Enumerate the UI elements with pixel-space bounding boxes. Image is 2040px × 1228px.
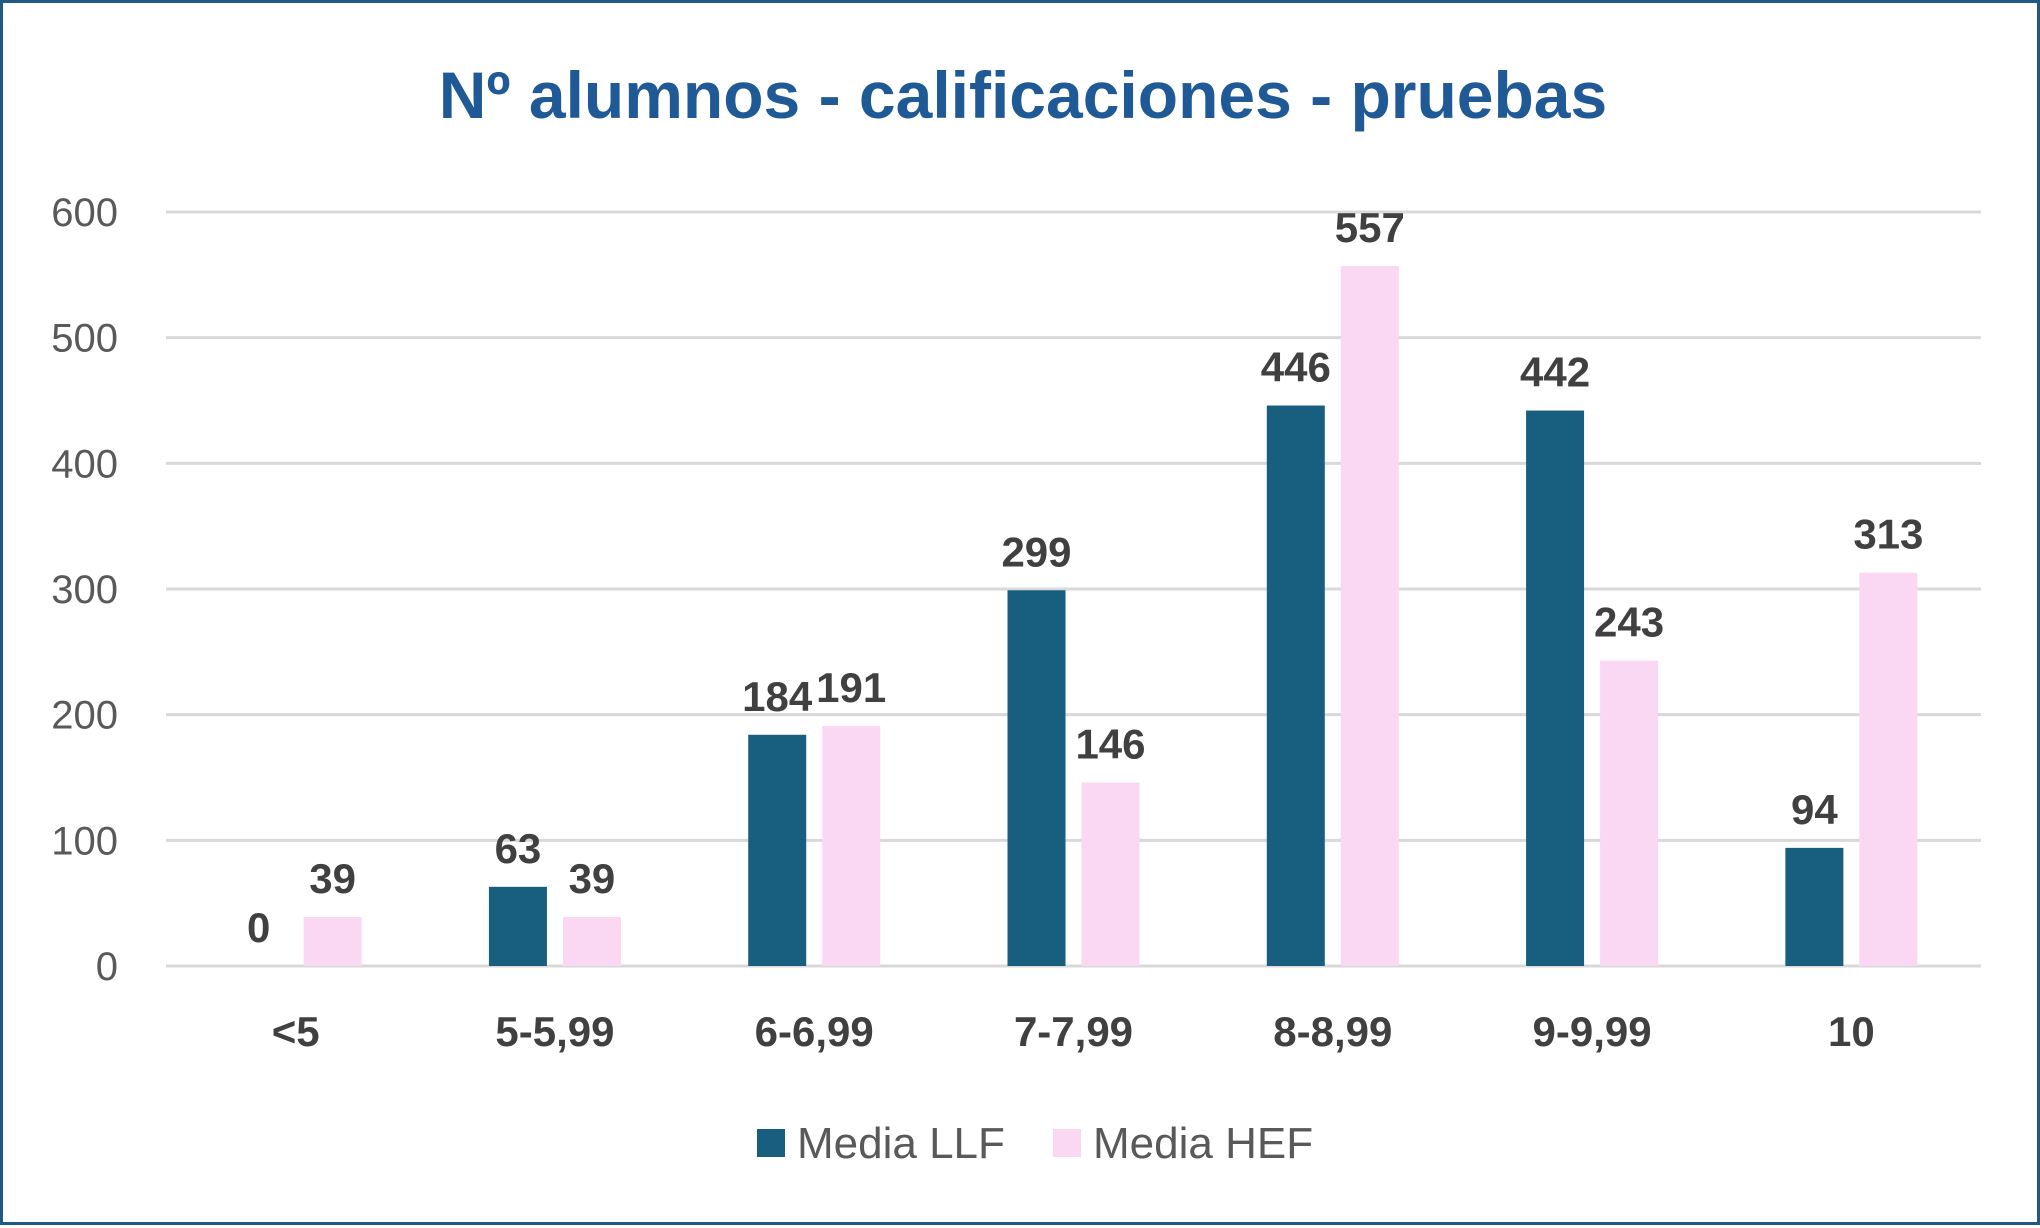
bar-chart: Nº alumnos - calificaciones - pruebas 0 1… xyxy=(51,58,1981,1168)
bar-hef xyxy=(1600,660,1659,966)
data-label: 39 xyxy=(569,855,616,902)
data-label: 63 xyxy=(495,825,542,872)
legend: Media LLF Media HEF xyxy=(757,1119,1313,1168)
y-tick-label: 600 xyxy=(51,191,118,235)
data-label: 313 xyxy=(1853,511,1923,558)
data-label: 442 xyxy=(1520,349,1590,396)
data-label: 94 xyxy=(1791,786,1838,833)
x-tick-label: 8-8,99 xyxy=(1273,1008,1392,1055)
data-label: 184 xyxy=(742,673,813,720)
x-axis-ticks: <5 5-5,99 6-6,99 7-7,99 8-8,99 9-9,99 10 xyxy=(272,1008,1875,1055)
y-tick-label: 300 xyxy=(51,568,118,612)
data-label: 557 xyxy=(1335,204,1405,251)
y-tick-label: 0 xyxy=(96,945,118,989)
y-tick-label: 200 xyxy=(51,694,118,738)
y-tick-label: 100 xyxy=(51,819,118,863)
data-label: 191 xyxy=(816,664,886,711)
data-labels: 0 39 63 39 184 191 299 146 446 557 442 243 94 313 xyxy=(247,204,1923,951)
data-label: 446 xyxy=(1261,344,1331,391)
bar-llf xyxy=(1266,405,1325,966)
bar-llf xyxy=(1785,847,1844,966)
x-tick-label: 10 xyxy=(1828,1008,1875,1055)
data-label: 0 xyxy=(247,904,270,951)
y-axis-ticks: 0 100 200 300 400 500 600 xyxy=(51,191,118,989)
bar-llf xyxy=(1007,590,1066,966)
data-label: 39 xyxy=(309,855,356,902)
bar-hef xyxy=(1340,266,1399,967)
data-label: 243 xyxy=(1594,599,1664,646)
bar-hef xyxy=(1859,572,1918,966)
bar-hef xyxy=(1081,782,1140,966)
legend-label: Media HEF xyxy=(1093,1119,1313,1168)
data-label: 299 xyxy=(1001,528,1071,575)
x-tick-label: 5-5,99 xyxy=(495,1008,614,1055)
bar-llf xyxy=(748,734,807,966)
y-tick-label: 500 xyxy=(51,317,118,361)
legend-label: Media LLF xyxy=(797,1119,1005,1168)
bar-hef xyxy=(822,725,881,966)
x-tick-label: <5 xyxy=(272,1008,320,1055)
chart-title: Nº alumnos - calificaciones - pruebas xyxy=(439,58,1607,132)
x-tick-label: 6-6,99 xyxy=(755,1008,874,1055)
bar-llf xyxy=(1526,410,1585,966)
gridlines xyxy=(166,210,1981,968)
legend-swatch xyxy=(757,1129,785,1157)
bar-hef xyxy=(562,916,621,966)
data-label: 146 xyxy=(1075,721,1145,768)
bar-hef xyxy=(303,916,362,966)
x-tick-label: 7-7,99 xyxy=(1014,1008,1133,1055)
legend-swatch xyxy=(1053,1129,1081,1157)
y-tick-label: 400 xyxy=(51,442,118,486)
x-tick-label: 9-9,99 xyxy=(1533,1008,1652,1055)
bars xyxy=(303,266,1918,967)
bar-llf xyxy=(488,886,547,966)
